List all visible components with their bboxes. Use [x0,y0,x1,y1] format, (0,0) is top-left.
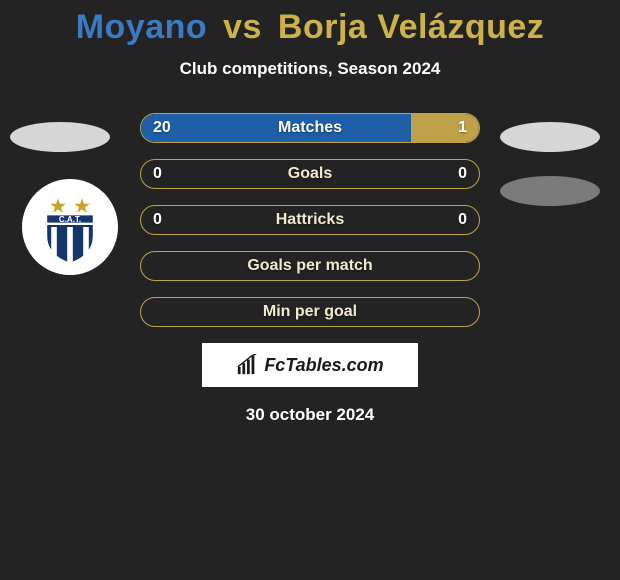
bar-chart-icon [236,354,258,376]
stat-label: Hattricks [141,206,479,234]
footer-date: 30 october 2024 [0,405,620,425]
subtitle: Club competitions, Season 2024 [0,59,620,79]
stat-label: Goals per match [141,252,479,280]
svg-text:C.A.T.: C.A.T. [59,215,81,224]
stat-label: Min per goal [141,298,479,326]
attribution-text: FcTables.com [264,355,383,376]
stat-row: Min per goal [140,297,480,327]
placeholder-ellipse-right-top [500,122,600,152]
title-left-player: Moyano [76,8,207,46]
stat-label: Matches [141,114,479,142]
placeholder-ellipse-right-bottom [500,176,600,206]
comparison-title: Moyano vs Borja Velázquez [0,0,620,47]
stat-row: 201Matches [140,113,480,143]
stat-row: 00Goals [140,159,480,189]
stat-row: Goals per match [140,251,480,281]
title-vs: vs [223,8,262,46]
stat-label: Goals [141,160,479,188]
club-badge: C.A.T. [22,179,118,275]
attribution-box: FcTables.com [202,343,418,387]
club-crest-icon: C.A.T. [30,187,110,267]
stat-row: 00Hattricks [140,205,480,235]
placeholder-ellipse-left [10,122,110,152]
title-right-player: Borja Velázquez [278,8,544,46]
